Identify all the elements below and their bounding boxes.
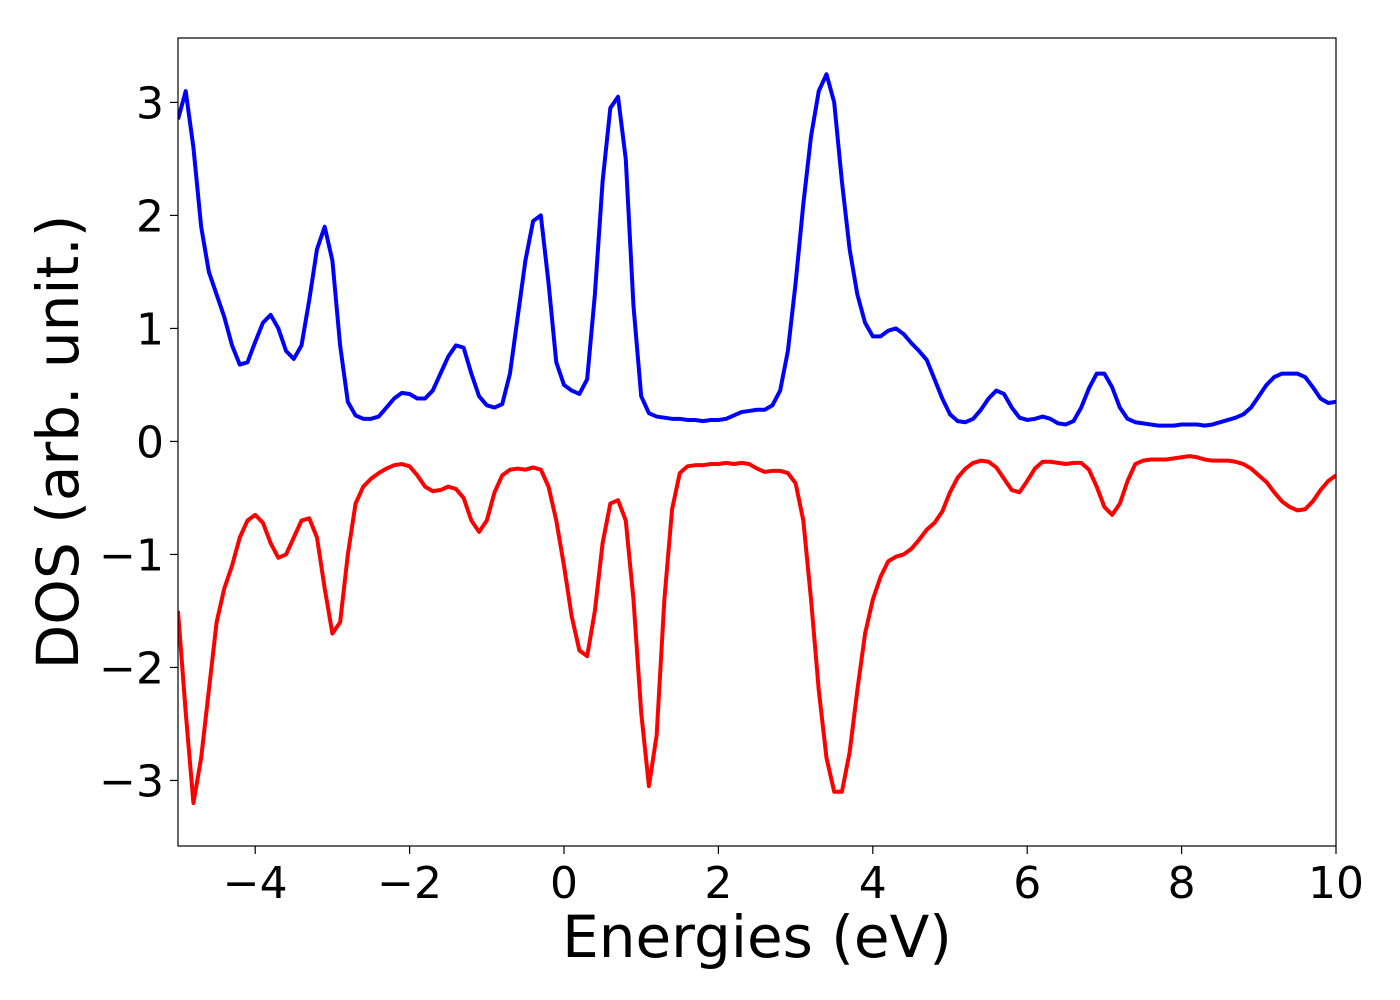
y-tick-label: 2 [136,191,164,242]
x-tick-label: −4 [223,858,288,909]
y-tick-label: −3 [99,756,164,807]
x-tick-label: 0 [550,858,578,909]
y-tick-label: −2 [99,643,164,694]
dos-line [178,72,1336,428]
dos-line [178,454,1336,806]
x-axis-label: Energies (eV) [562,903,952,971]
y-tick-label: 3 [136,78,164,129]
y-axis-label: DOS (arb. unit.) [24,215,92,670]
x-tick-label: 8 [1168,858,1196,909]
plot-lines [178,72,1336,806]
y-tick-label: 0 [136,417,164,468]
x-tick-label: 4 [859,858,887,909]
x-tick-label: −2 [377,858,442,909]
x-tick-label: 6 [1013,858,1041,909]
y-tick-label: 1 [136,304,164,355]
y-tick-label: −1 [99,530,164,581]
x-tick-label: 10 [1308,858,1364,909]
x-tick-label: 2 [704,858,732,909]
